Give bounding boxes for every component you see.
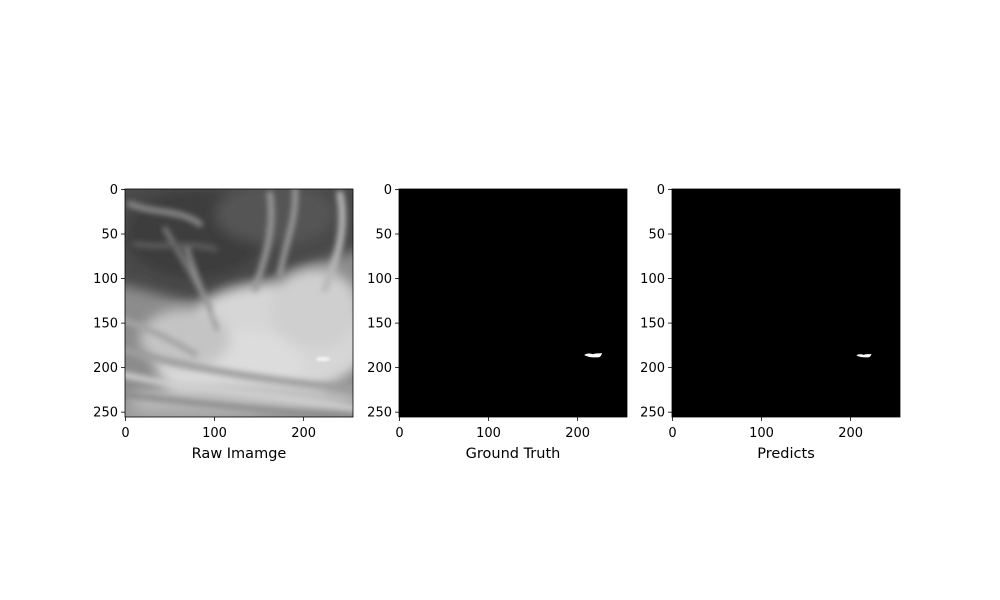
y-tick-label: 150 — [367, 317, 392, 332]
y-tick-label: 100 — [640, 272, 665, 287]
y-tick-label: 100 — [367, 272, 392, 287]
y-tick-label: 200 — [367, 361, 392, 376]
y-tick-label: 50 — [648, 228, 665, 243]
x-tick-label: 100 — [749, 426, 774, 441]
y-tick-label: 0 — [384, 183, 392, 198]
y-tick-label: 150 — [93, 317, 118, 332]
panel-ground-truth: 0 100 200 0 50 100 150 200 250 Ground Truth — [367, 183, 628, 462]
axes-frame — [124, 188, 354, 418]
mask-blob — [584, 352, 603, 358]
x-axis-label: Raw Imamge — [192, 446, 287, 462]
x-tick-label: 200 — [838, 426, 863, 441]
y-tick-label: 200 — [640, 361, 665, 376]
y-tick-label: 50 — [101, 228, 118, 243]
x-tick-label: 100 — [202, 426, 227, 441]
mask-blob — [856, 353, 872, 358]
y-tick-label: 250 — [367, 406, 392, 421]
x-axis-label: Ground Truth — [466, 446, 561, 462]
axes-frame — [398, 188, 628, 418]
axes-frame — [671, 188, 901, 418]
mask-background — [399, 189, 627, 417]
panel-raw-imamge: 0 100 200 0 50 100 150 200 250 Raw Imamge — [93, 183, 354, 462]
y-tick-label: 100 — [93, 272, 118, 287]
raw-image-pixels — [125, 189, 353, 417]
y-tick-label: 200 — [93, 361, 118, 376]
x-tick-label: 100 — [476, 426, 501, 441]
y-tick-label: 0 — [110, 183, 118, 198]
y-tick-label: 250 — [640, 406, 665, 421]
x-tick-label: 200 — [291, 426, 316, 441]
x-tick-label: 200 — [565, 426, 590, 441]
y-tick-label: 250 — [93, 406, 118, 421]
x-tick-label: 0 — [121, 426, 129, 441]
y-tick-label: 50 — [375, 228, 392, 243]
y-tick-label: 0 — [657, 183, 665, 198]
y-tick-label: 150 — [640, 317, 665, 332]
x-axis-label: Predicts — [757, 446, 815, 462]
x-tick-label: 0 — [668, 426, 676, 441]
mask-background — [672, 189, 900, 417]
x-tick-label: 0 — [395, 426, 403, 441]
panel-predicts: 0 100 200 0 50 100 150 200 250 Predicts — [640, 183, 901, 462]
